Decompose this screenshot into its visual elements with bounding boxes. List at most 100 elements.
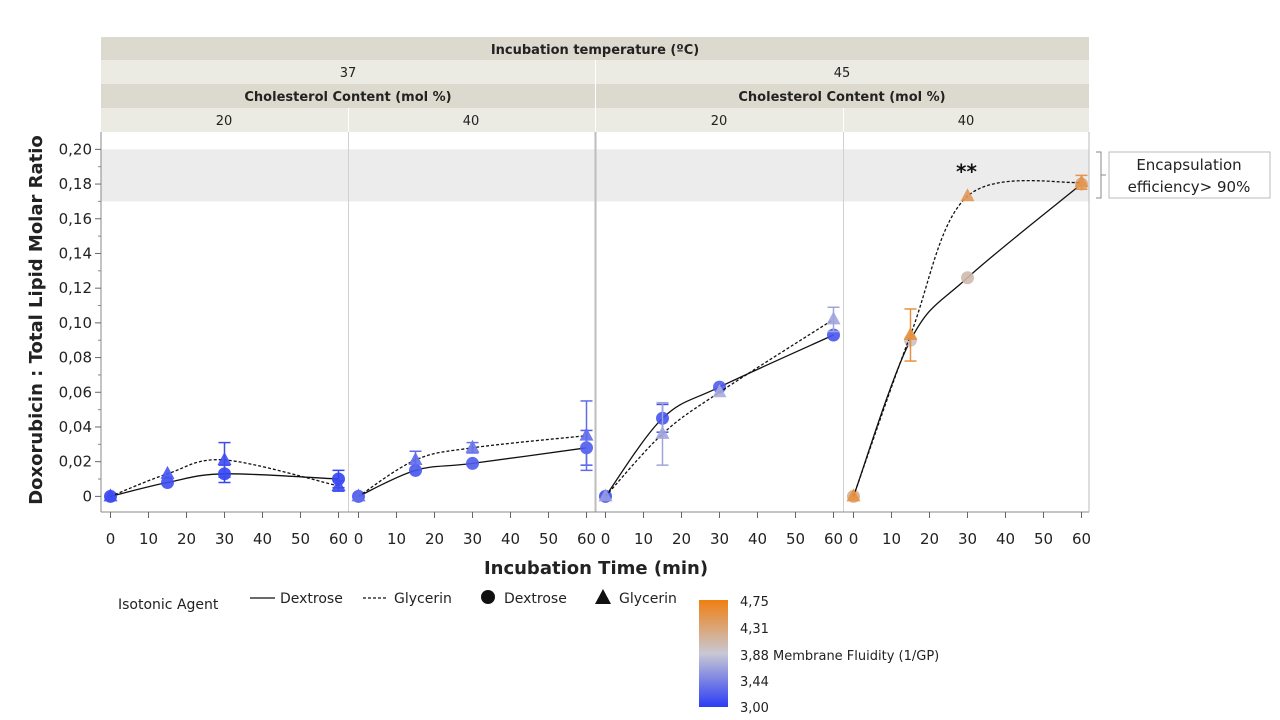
header-chol-value-4: 40 — [958, 114, 975, 129]
x-tick-label: 60 — [1072, 530, 1091, 548]
colorbar-tick-3: 3,88 — [740, 649, 769, 664]
header-chol-strip-left — [101, 84, 595, 108]
header-chol-strip-3 — [596, 108, 843, 132]
colorbar-gradient — [699, 600, 728, 707]
colorbar-tick-4: 3,44 — [740, 675, 769, 690]
significance-annotation: ** — [956, 159, 977, 183]
data-point-triangle — [217, 451, 232, 465]
colorbar: 4,75 4,31 3,88 Membrane Fluidity (1/GP) … — [699, 595, 939, 716]
x-tick-label: 20 — [177, 530, 196, 548]
data-point-triangle — [960, 188, 975, 202]
data-point-triangle — [160, 465, 175, 479]
data-point-triangle — [903, 327, 918, 341]
y-tick-label: 0,08 — [59, 349, 92, 367]
series-line-dextrose — [358, 447, 587, 497]
data-point-triangle — [351, 488, 366, 502]
header-temp-title: Incubation temperature (ºC) — [491, 43, 699, 58]
series-line-dextrose — [110, 473, 339, 498]
header-chol-title-left: Cholesterol Content (mol %) — [244, 90, 451, 105]
y-tick-label: 0,20 — [59, 140, 92, 158]
colorbar-tick-5: 3,00 — [740, 701, 769, 716]
colorbar-title: Membrane Fluidity (1/GP) — [773, 649, 939, 664]
facet-headers: Incubation temperature (ºC) 37 45 Choles… — [101, 37, 1089, 132]
x-tick-label: 10 — [882, 530, 901, 548]
header-chol-title-right: Cholesterol Content (mol %) — [738, 90, 945, 105]
x-tick-label: 0 — [354, 530, 364, 548]
x-tick-label: 60 — [577, 530, 596, 548]
x-tick-label: 10 — [139, 530, 158, 548]
x-tick-label: 0 — [849, 530, 859, 548]
x-tick-label: 40 — [253, 530, 272, 548]
header-temp-37-strip — [101, 60, 595, 84]
series-line-glycerin — [110, 459, 339, 497]
header-temp-37: 37 — [340, 66, 357, 81]
data-point-triangle — [598, 488, 613, 502]
data-point-triangle — [1074, 174, 1089, 188]
header-chol-strip-1 — [101, 108, 348, 132]
y-tick-label: 0 — [82, 487, 92, 505]
x-tick-label: 40 — [748, 530, 767, 548]
annotation-line-1: Encapsulation — [1136, 156, 1241, 174]
x-tick-label: 10 — [387, 530, 406, 548]
x-tick-label: 30 — [215, 530, 234, 548]
x-tick-label: 0 — [106, 530, 116, 548]
colorbar-tick-1: 4,75 — [740, 595, 769, 610]
data-point-triangle — [465, 439, 480, 453]
encapsulation-annotation: Encapsulation efficiency> 90% — [1096, 151, 1271, 199]
data-point-triangle — [712, 384, 727, 398]
x-tick-label: 20 — [672, 530, 691, 548]
data-point-triangle — [331, 477, 346, 491]
legend-item-1: Dextrose — [280, 591, 343, 607]
x-tick-label: 50 — [1034, 530, 1053, 548]
header-chol-strip-right — [596, 84, 1089, 108]
y-tick-label: 0,06 — [59, 383, 92, 401]
annotation-bracket — [1096, 151, 1106, 199]
header-chol-strip-4 — [844, 108, 1089, 132]
data-point-circle — [961, 271, 974, 285]
data-point-triangle — [103, 488, 118, 502]
y-tick-label: 0,10 — [59, 314, 92, 332]
x-tick-label: 20 — [920, 530, 939, 548]
x-tick-label: 50 — [539, 530, 558, 548]
x-tick-label: 20 — [425, 530, 444, 548]
x-tick-label: 60 — [824, 530, 843, 548]
y-tick-label: 0,04 — [59, 418, 92, 436]
y-tick-label: 0,18 — [59, 175, 92, 193]
header-temp-strip — [101, 37, 1089, 60]
data-point-triangle — [846, 488, 861, 502]
data-point-triangle — [655, 425, 670, 439]
legend-item-4: Glycerin — [619, 591, 677, 607]
header-chol-value-2: 40 — [463, 114, 480, 129]
x-tick-label: 50 — [291, 530, 310, 548]
legend-item-3: Dextrose — [504, 591, 567, 607]
x-tick-label: 60 — [329, 530, 348, 548]
data-point-circle — [161, 476, 174, 490]
y-tick-label: 0,02 — [59, 453, 92, 471]
colorbar-tick-2: 4,31 — [740, 622, 769, 637]
x-tick-label: 10 — [634, 530, 653, 548]
header-chol-strip-2 — [349, 108, 595, 132]
plot-area: 0 0,02 0,04 0,06 0,08 0,10 0,12 0,14 0,16 0,18 0,2… — [59, 132, 1091, 548]
header-temp-45: 45 — [834, 66, 851, 81]
series-line-glycerin — [358, 435, 587, 497]
legend: Isotonic Agent Dextrose Glycerin Dextros… — [118, 589, 677, 613]
data-point-triangle — [408, 451, 423, 465]
data-point-circle — [466, 456, 479, 470]
x-tick-label: 40 — [996, 530, 1015, 548]
data-point-triangle — [826, 311, 841, 325]
series-line-glycerin — [605, 318, 834, 497]
header-chol-value-1: 20 — [216, 114, 233, 129]
x-tick-label: 50 — [786, 530, 805, 548]
series-line-dextrose — [852, 183, 1082, 497]
x-axis-title: Incubation Time (min) — [484, 558, 708, 579]
x-tick-label: 0 — [601, 530, 611, 548]
y-axis-title: Doxorubicin : Total Lipid Molar Ratio — [26, 135, 47, 505]
header-chol-value-3: 20 — [711, 114, 728, 129]
header-temp-45-strip — [596, 60, 1089, 84]
annotation-box — [1108, 151, 1271, 199]
x-tick-label: 30 — [710, 530, 729, 548]
x-tick-label: 30 — [463, 530, 482, 548]
data-point-triangle — [579, 427, 594, 441]
legend-title: Isotonic Agent — [118, 597, 219, 613]
